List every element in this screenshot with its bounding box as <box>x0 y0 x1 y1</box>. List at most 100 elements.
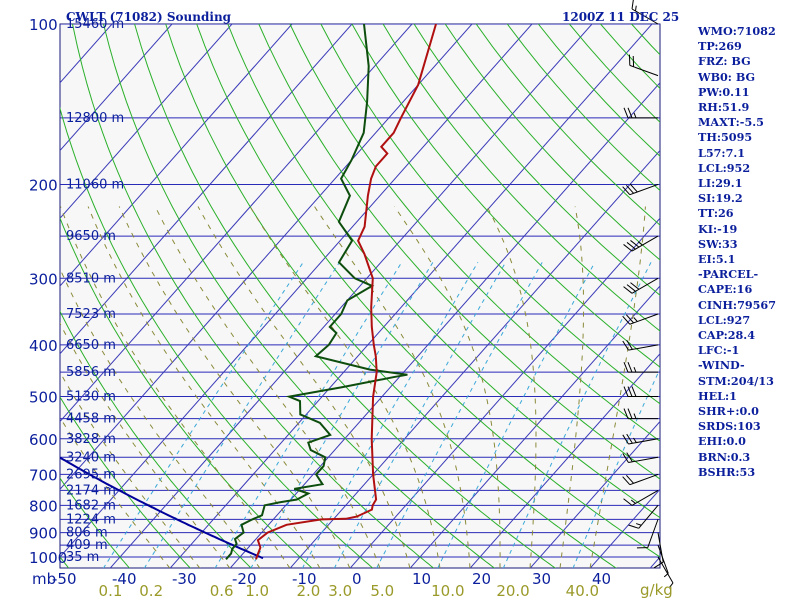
height-label: 9650 m <box>66 229 116 244</box>
wind-barb <box>623 107 658 119</box>
stat-line: STM:204/13 <box>698 373 774 388</box>
dry-adiabat-line <box>102 24 496 568</box>
dry-adiabat-line <box>60 396 191 568</box>
stat-line: -WIND- <box>698 358 745 373</box>
wind-barb <box>631 0 659 25</box>
sounding-title: CWLT (71082) Sounding <box>66 10 232 24</box>
stat-line: MAXT:-5.5 <box>698 115 764 130</box>
height-label: 3240 m <box>66 450 116 465</box>
wind-barb <box>622 433 659 445</box>
chart-grid <box>0 0 660 568</box>
wind-barb-half-feather <box>663 572 669 578</box>
wind-barb-feather <box>622 315 631 325</box>
dry-adiabat-line <box>444 24 660 261</box>
stat-line: KI:-19 <box>698 221 738 236</box>
height-label: 6650 m <box>66 338 116 353</box>
wind-barb <box>622 313 659 325</box>
wind-barb-feather <box>622 186 631 196</box>
temperature-tick-label: -30 <box>172 570 197 588</box>
wind-barb-half-feather <box>637 241 643 246</box>
wind-barb-half-feather <box>636 523 642 526</box>
wind-barb <box>623 277 659 294</box>
mixing-ratio-line <box>102 262 304 568</box>
pressure-tick-label: 100 <box>29 16 58 34</box>
isotherm-line <box>60 24 413 423</box>
height-label: 8510 m <box>66 271 116 286</box>
wind-barb-staff <box>631 489 659 506</box>
wind-barb-feather <box>630 240 640 248</box>
dewpoint-trace <box>225 24 408 560</box>
stat-line: EHI:0.0 <box>698 434 746 449</box>
mixing-ratio-label: 1.0 <box>245 582 269 600</box>
wind-barb <box>636 519 659 549</box>
mixing-ratio-line <box>572 367 660 568</box>
wind-barb <box>623 235 659 252</box>
stat-line: HEL:1 <box>698 388 737 403</box>
isotherm-line <box>469 352 660 568</box>
wind-barb-feather <box>622 340 629 351</box>
dry-adiabat-line <box>71 24 435 568</box>
dry-adiabat-line <box>60 106 374 568</box>
stat-line: TH:5095 <box>698 130 753 145</box>
wind-barb-staff <box>638 505 659 529</box>
wind-barb-feather <box>626 474 634 484</box>
mixing-ratio-label: 10.0 <box>431 582 464 600</box>
stat-line: BRN:0.3 <box>698 449 751 464</box>
stat-line: TP:269 <box>698 39 742 54</box>
stat-line: L57:7.1 <box>698 145 746 160</box>
stat-line: RH:51.9 <box>698 100 750 115</box>
wind-barb-feather <box>626 433 633 444</box>
moist-adiabat-line <box>60 267 261 568</box>
wind-barb-feather <box>623 286 633 294</box>
pressure-tick-label: 600 <box>29 431 58 449</box>
isotherm-line <box>60 24 173 152</box>
stat-line: SW:33 <box>698 236 738 251</box>
wind-barb-feather <box>631 0 635 10</box>
pressure-tick-label: 500 <box>29 389 58 407</box>
stability-index-panel: WMO:71082 TP:269 FRZ: BG WB0: BG PW:0.11… <box>698 24 798 480</box>
wind-barb-feather <box>622 434 629 445</box>
dry-adiabat-line <box>165 24 617 568</box>
mixing-ratio-line <box>437 262 596 568</box>
isotherm-line <box>60 24 233 220</box>
dry-adiabat-line <box>320 24 660 405</box>
wind-barb-half-feather <box>633 112 637 119</box>
wind-barb-staff <box>631 277 659 294</box>
wind-barb-feather <box>626 314 634 324</box>
wind-barb-staff <box>628 456 659 463</box>
wind-barb <box>628 505 659 529</box>
wind-barb-feather <box>629 183 638 193</box>
stat-line: WB0: BG <box>698 69 756 84</box>
mixing-ratio-label: 5.0 <box>370 582 394 600</box>
moist-adiabat-line <box>154 206 381 568</box>
wind-barb-staff <box>629 64 659 77</box>
isotherm-line <box>529 420 660 568</box>
height-label: 12800 m <box>66 111 124 126</box>
wind-barb-feather <box>636 547 648 549</box>
wind-barb <box>623 408 658 420</box>
wind-barb-feather <box>627 107 633 119</box>
height-label: 3828 m <box>66 432 116 447</box>
stat-line: LFC:-1 <box>698 343 740 358</box>
stat-line: CAPE:16 <box>698 282 753 297</box>
mixing-ratio-line <box>214 262 403 568</box>
mixing-ratio-line <box>250 262 434 568</box>
wind-barb-feather <box>623 361 629 373</box>
wind-barb-staff <box>629 473 659 486</box>
stat-line: SRDS:103 <box>698 419 761 434</box>
dry-adiabat-line <box>0 0 8 568</box>
temperature-tick-label: -40 <box>112 570 137 588</box>
dry-adiabat-line <box>60 477 131 568</box>
mixing-ratio-label: 40.0 <box>566 582 599 600</box>
wind-barb <box>622 183 659 196</box>
dry-adiabat-line <box>258 24 660 480</box>
temperature-trace <box>255 24 437 560</box>
height-label: 1224 m <box>66 512 116 527</box>
stat-line: SI:19.2 <box>698 191 743 206</box>
wind-barb <box>623 489 659 506</box>
moist-adiabat-line <box>197 206 411 568</box>
stat-line: CAP:28.4 <box>698 328 755 343</box>
wind-barb-staff <box>628 438 659 445</box>
stat-line: FRZ: BG <box>698 54 751 69</box>
temperature-tick-label: -10 <box>292 570 317 588</box>
